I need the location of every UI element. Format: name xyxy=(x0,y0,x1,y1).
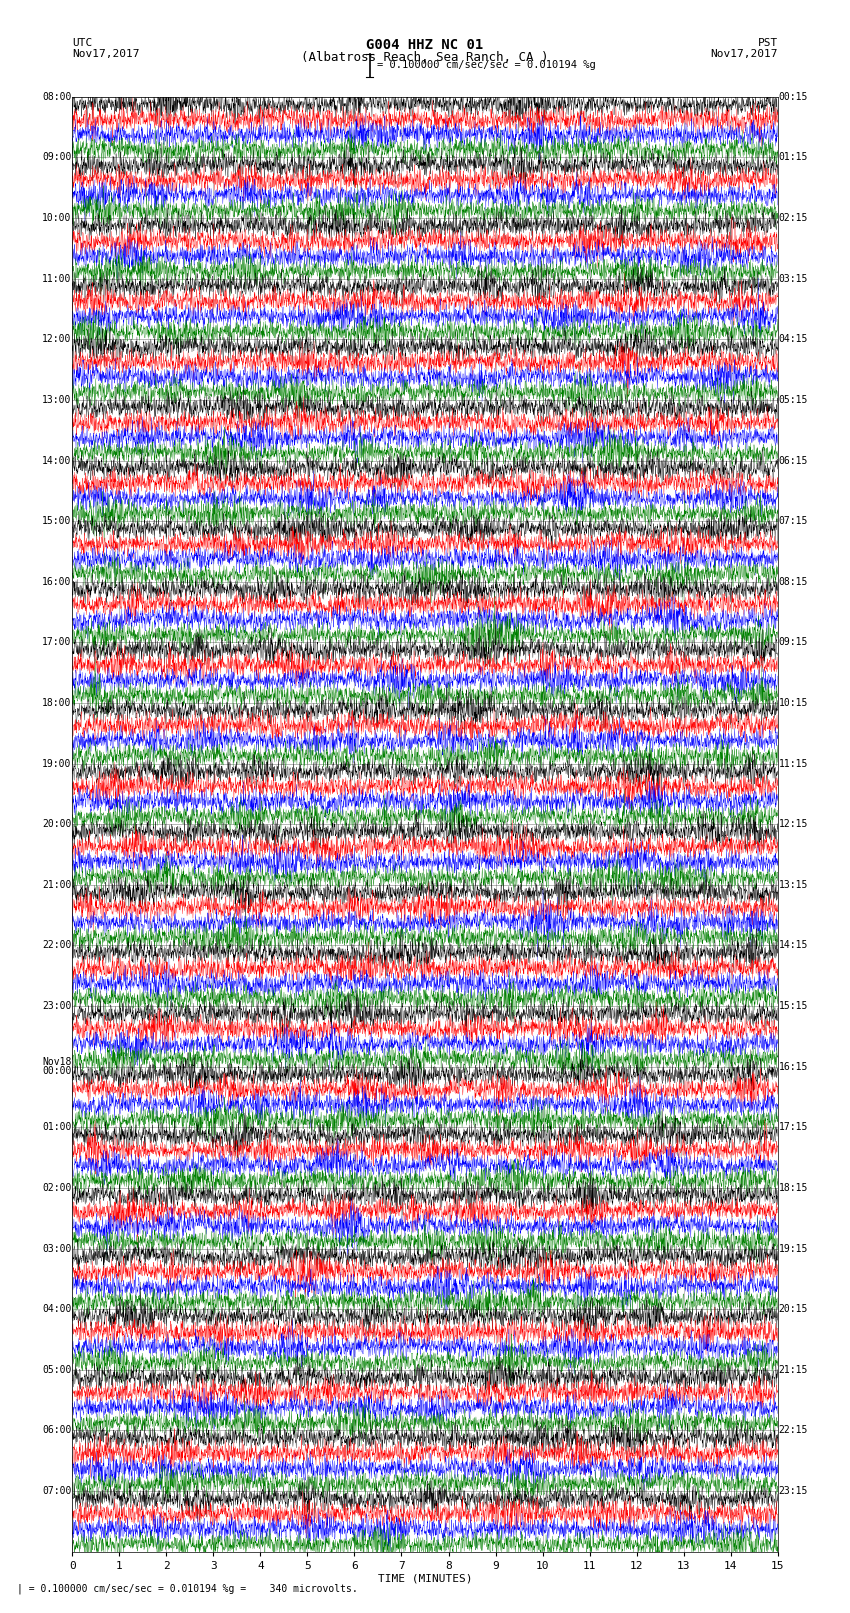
Text: 15:15: 15:15 xyxy=(779,1002,808,1011)
Text: 12:15: 12:15 xyxy=(779,819,808,829)
Text: 10:15: 10:15 xyxy=(779,698,808,708)
Text: 14:15: 14:15 xyxy=(779,940,808,950)
Text: Nov17,2017: Nov17,2017 xyxy=(711,50,778,60)
Text: 02:15: 02:15 xyxy=(779,213,808,223)
Text: 03:15: 03:15 xyxy=(779,274,808,284)
Text: 18:15: 18:15 xyxy=(779,1182,808,1194)
Text: UTC: UTC xyxy=(72,37,93,48)
Text: 05:15: 05:15 xyxy=(779,395,808,405)
Text: 02:00: 02:00 xyxy=(42,1182,71,1194)
Text: 05:00: 05:00 xyxy=(42,1365,71,1374)
Text: 00:15: 00:15 xyxy=(779,92,808,102)
Text: 14:00: 14:00 xyxy=(42,455,71,466)
Text: 20:15: 20:15 xyxy=(779,1305,808,1315)
Text: Nov18
00:00: Nov18 00:00 xyxy=(42,1057,71,1076)
Text: 08:00: 08:00 xyxy=(42,92,71,102)
Text: 09:15: 09:15 xyxy=(779,637,808,647)
Text: 06:15: 06:15 xyxy=(779,455,808,466)
Text: 18:00: 18:00 xyxy=(42,698,71,708)
Text: 04:00: 04:00 xyxy=(42,1305,71,1315)
Text: 09:00: 09:00 xyxy=(42,152,71,163)
Text: 01:15: 01:15 xyxy=(779,152,808,163)
Text: 23:00: 23:00 xyxy=(42,1002,71,1011)
Text: 03:00: 03:00 xyxy=(42,1244,71,1253)
Text: 21:00: 21:00 xyxy=(42,879,71,890)
Text: 16:00: 16:00 xyxy=(42,577,71,587)
Text: 19:00: 19:00 xyxy=(42,758,71,769)
X-axis label: TIME (MINUTES): TIME (MINUTES) xyxy=(377,1574,473,1584)
Text: 22:00: 22:00 xyxy=(42,940,71,950)
Text: 07:00: 07:00 xyxy=(42,1486,71,1497)
Text: 23:15: 23:15 xyxy=(779,1486,808,1497)
Text: 07:15: 07:15 xyxy=(779,516,808,526)
Text: 15:00: 15:00 xyxy=(42,516,71,526)
Text: 11:00: 11:00 xyxy=(42,274,71,284)
Text: 17:00: 17:00 xyxy=(42,637,71,647)
Text: PST: PST xyxy=(757,37,778,48)
Text: 13:00: 13:00 xyxy=(42,395,71,405)
Text: 01:00: 01:00 xyxy=(42,1123,71,1132)
Text: 11:15: 11:15 xyxy=(779,758,808,769)
Text: 10:00: 10:00 xyxy=(42,213,71,223)
Text: 21:15: 21:15 xyxy=(779,1365,808,1374)
Text: Nov17,2017: Nov17,2017 xyxy=(72,50,139,60)
Text: 20:00: 20:00 xyxy=(42,819,71,829)
Text: | = 0.100000 cm/sec/sec = 0.010194 %g =    340 microvolts.: | = 0.100000 cm/sec/sec = 0.010194 %g = … xyxy=(17,1582,358,1594)
Text: 06:00: 06:00 xyxy=(42,1426,71,1436)
Text: 08:15: 08:15 xyxy=(779,577,808,587)
Text: 04:15: 04:15 xyxy=(779,334,808,344)
Text: G004 HHZ NC 01: G004 HHZ NC 01 xyxy=(366,37,484,52)
Text: = 0.100000 cm/sec/sec = 0.010194 %g: = 0.100000 cm/sec/sec = 0.010194 %g xyxy=(377,60,595,71)
Text: 16:15: 16:15 xyxy=(779,1061,808,1071)
Text: 19:15: 19:15 xyxy=(779,1244,808,1253)
Text: 13:15: 13:15 xyxy=(779,879,808,890)
Text: 12:00: 12:00 xyxy=(42,334,71,344)
Text: (Albatross Reach, Sea Ranch, CA ): (Albatross Reach, Sea Ranch, CA ) xyxy=(301,50,549,65)
Text: 22:15: 22:15 xyxy=(779,1426,808,1436)
Text: 17:15: 17:15 xyxy=(779,1123,808,1132)
